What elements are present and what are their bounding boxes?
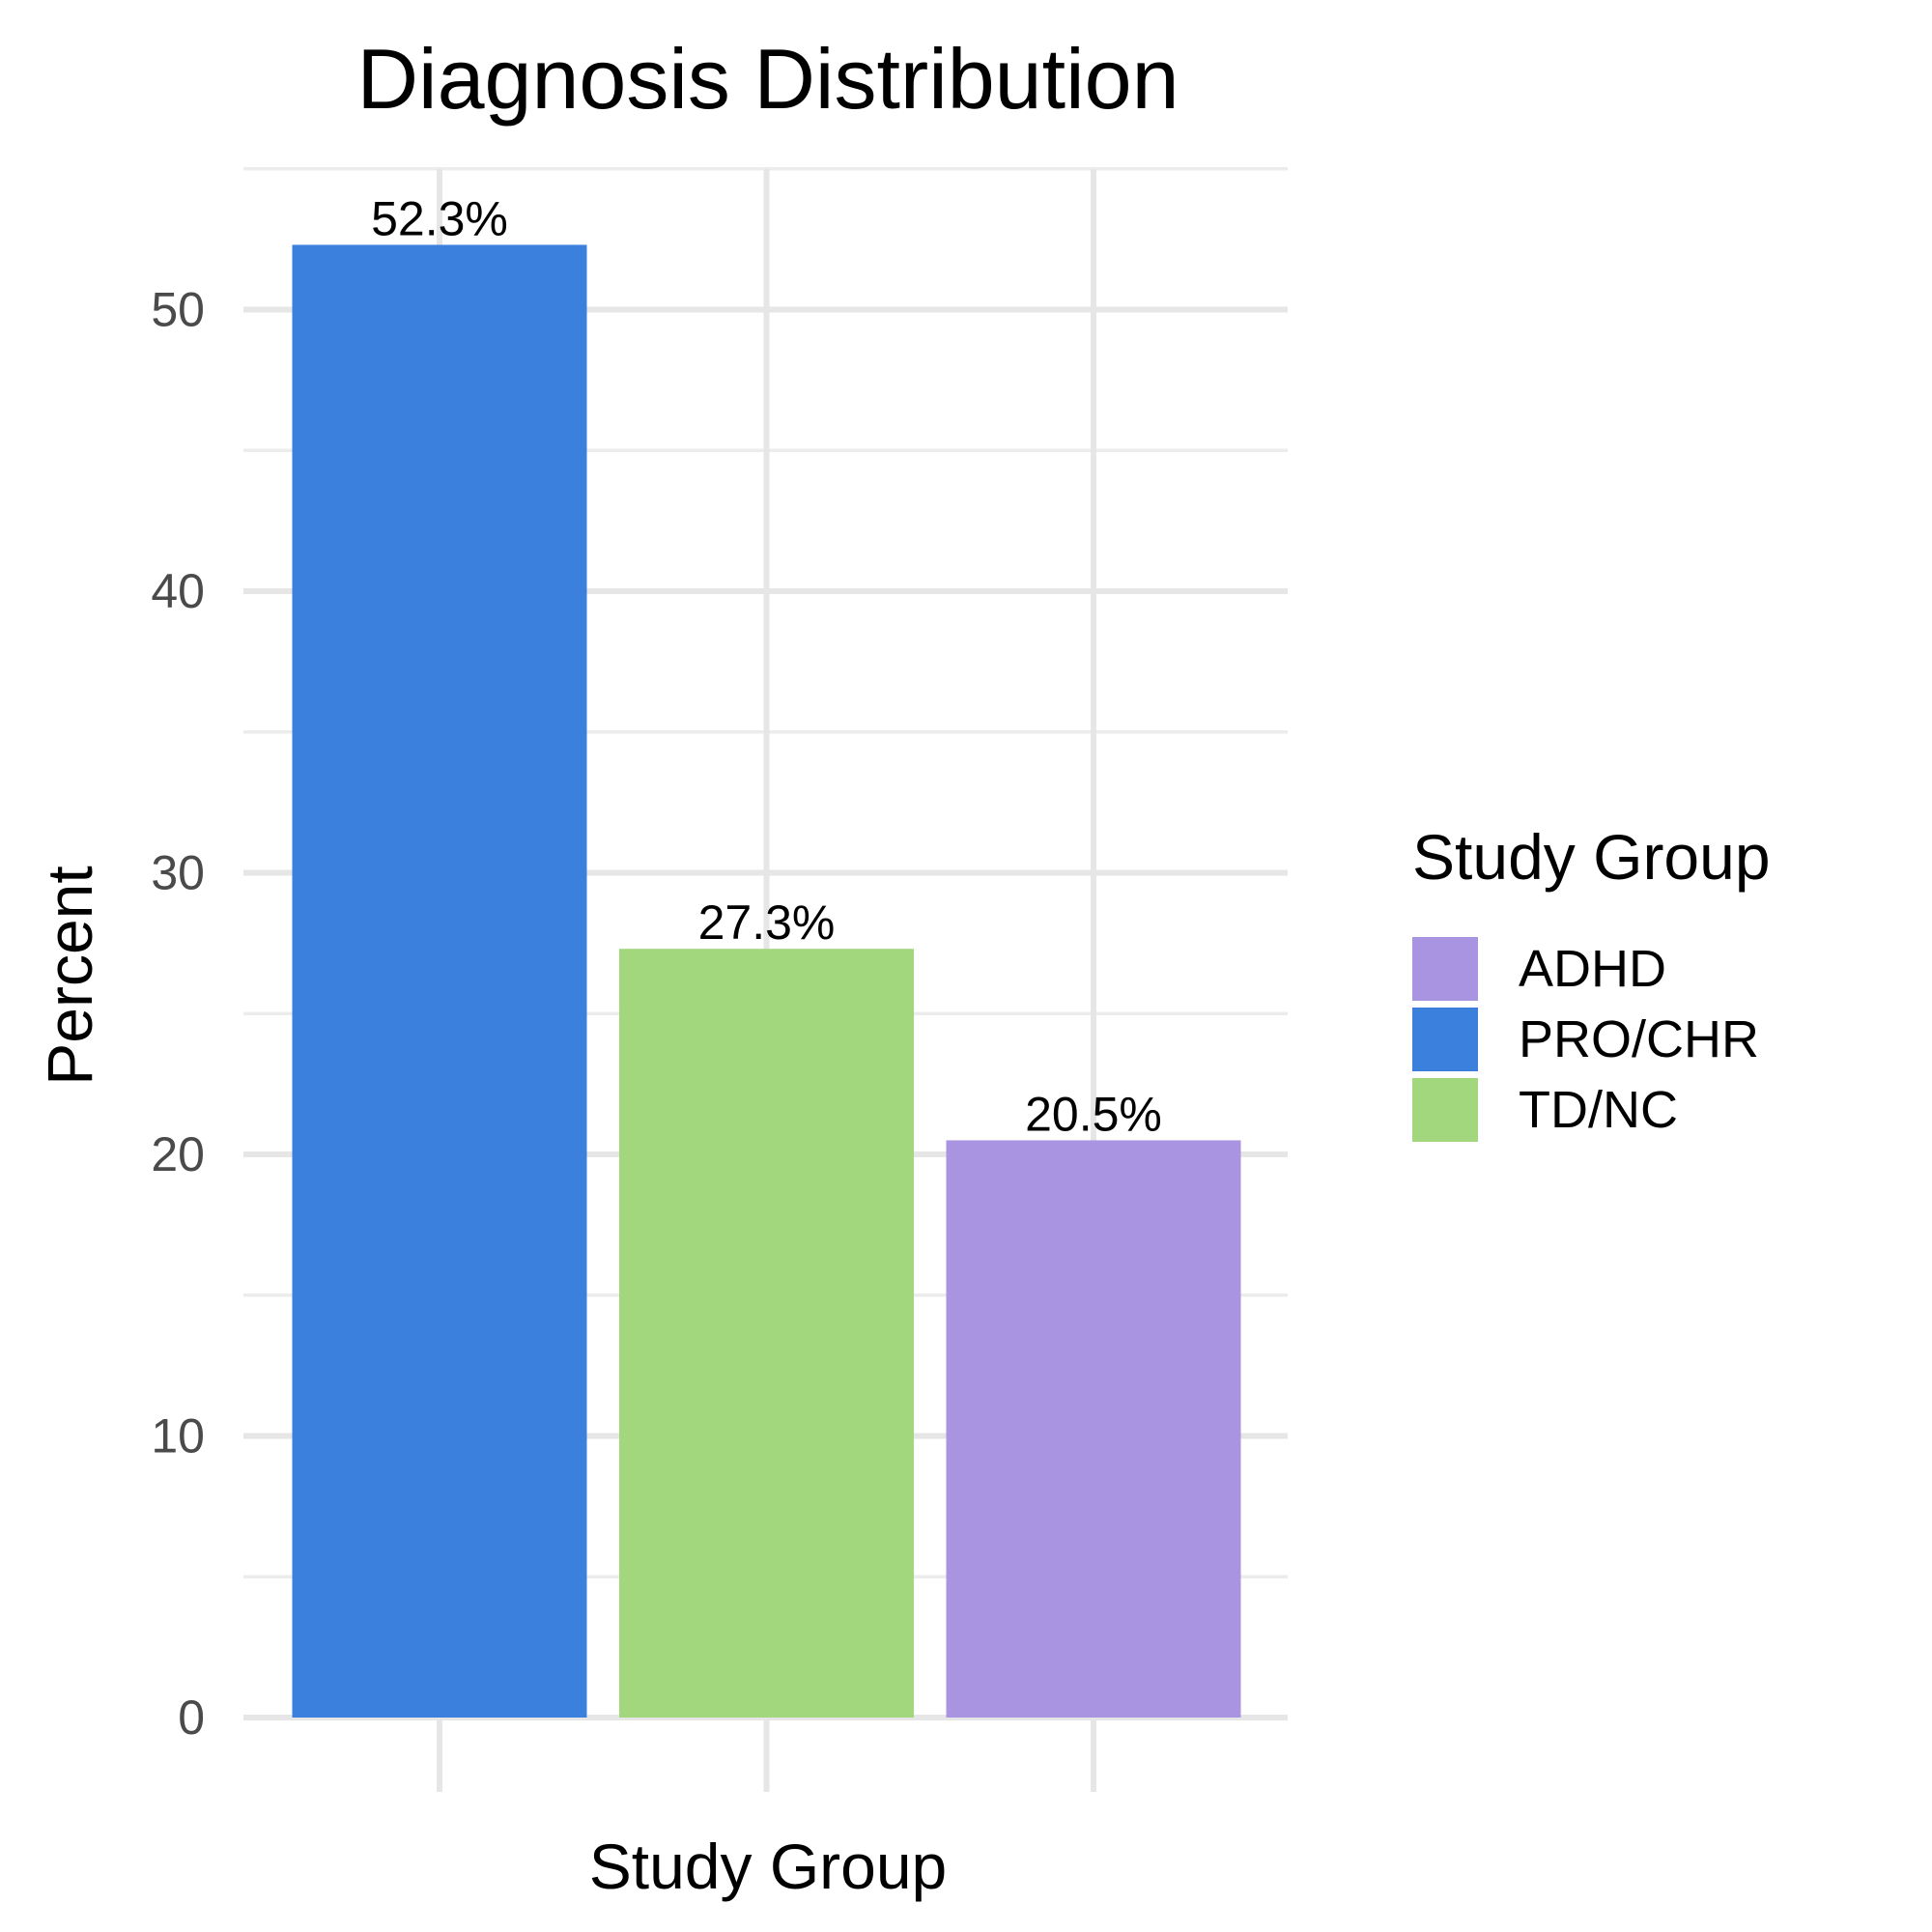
legend-label: PRO/CHR (1519, 1010, 1759, 1068)
bar-value-label: 52.3% (371, 191, 508, 245)
y-tick-label: 0 (178, 1690, 205, 1745)
bar (292, 244, 587, 1719)
bar-value-label: 20.5% (1025, 1087, 1162, 1141)
x-axis-title: Study Group (589, 1831, 948, 1902)
y-tick-labels: 0 10 20 30 40 50 (151, 283, 205, 1746)
legend-label: ADHD (1519, 940, 1666, 998)
legend-title: Study Group (1412, 821, 1771, 893)
legend-swatch (1412, 1008, 1478, 1071)
legend-swatch (1412, 937, 1478, 1001)
chart-title: Diagnosis Distribution (356, 31, 1179, 127)
legend: Study Group ADHD PRO/CHR TD/NC (1412, 821, 1771, 1142)
y-tick-label: 20 (151, 1127, 205, 1181)
bar (946, 1140, 1241, 1718)
legend-swatch (1412, 1078, 1478, 1142)
y-tick-label: 30 (151, 846, 205, 900)
bar-value-label: 27.3% (698, 895, 836, 950)
y-tick-label: 10 (151, 1409, 205, 1463)
data-labels: 52.3% 27.3% 20.5% (371, 191, 1162, 1141)
y-axis-title: Percent (34, 866, 105, 1085)
y-tick-label: 50 (151, 283, 205, 337)
bar-layer (292, 244, 1241, 1719)
legend-label: TD/NC (1519, 1081, 1678, 1139)
legend-entries: ADHD PRO/CHR TD/NC (1412, 937, 1759, 1142)
bar (619, 949, 914, 1718)
y-tick-label: 40 (151, 564, 205, 618)
